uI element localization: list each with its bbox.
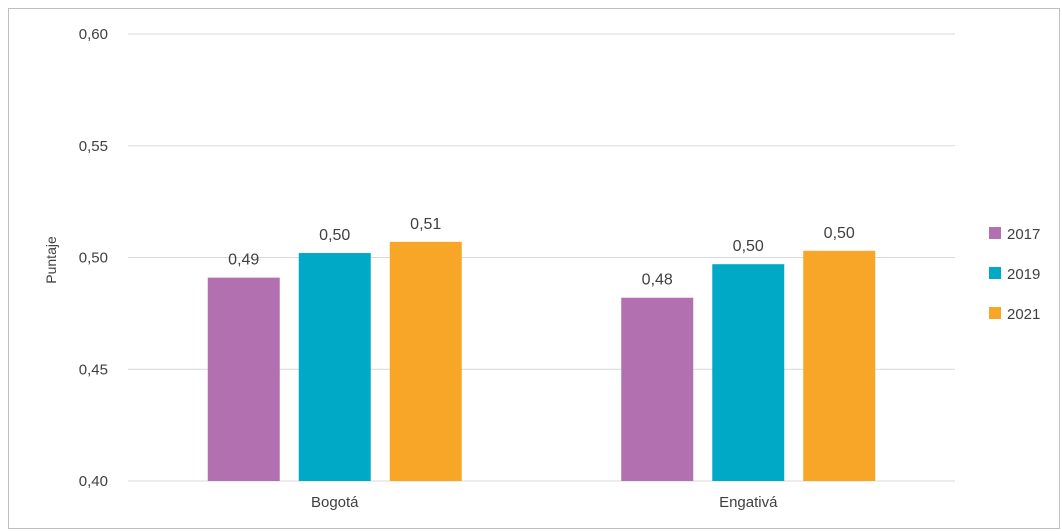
legend: 2017 2019 2021 [989, 226, 1040, 323]
legend-label: 2017 [1007, 226, 1040, 243]
bar-2019-Engativá [712, 264, 785, 481]
bars [207, 241, 876, 481]
x-category-label: Engativá [719, 494, 778, 511]
y-tick-label: 0,50 [79, 250, 108, 267]
y-tick-label: 0,60 [79, 26, 108, 43]
y-axis-title: Puntaje [43, 236, 59, 284]
legend-swatch-2017 [989, 227, 1001, 239]
data-labels: 0,49 0,50 0,51 0,48 0,50 0,50 [228, 216, 855, 289]
x-axis-categories: Bogotá Engativá [311, 494, 778, 511]
data-label: 0,51 [410, 216, 441, 233]
y-tick-label: 0,40 [79, 473, 108, 490]
data-label: 0,50 [824, 225, 855, 242]
bar-2021-Engativá [803, 250, 876, 481]
y-axis-ticks: 0,40 0,45 0,50 0,55 0,60 [79, 26, 108, 490]
legend-label: 2019 [1007, 266, 1040, 283]
bar-2017-Bogotá [207, 277, 280, 481]
bar-2019-Bogotá [298, 253, 371, 481]
legend-swatch-2019 [989, 267, 1001, 279]
legend-swatch-2021 [989, 307, 1001, 319]
data-label: 0,48 [642, 272, 673, 289]
y-tick-label: 0,55 [79, 138, 108, 155]
x-category-label: Bogotá [311, 494, 359, 511]
legend-label: 2021 [1007, 306, 1040, 323]
bar-2021-Bogotá [389, 241, 462, 481]
data-label: 0,50 [733, 238, 764, 255]
data-label: 0,50 [319, 227, 350, 244]
chart-frame [8, 8, 1060, 529]
y-tick-label: 0,45 [79, 361, 108, 378]
bar-2017-Engativá [621, 297, 694, 481]
data-label: 0,49 [228, 252, 259, 269]
